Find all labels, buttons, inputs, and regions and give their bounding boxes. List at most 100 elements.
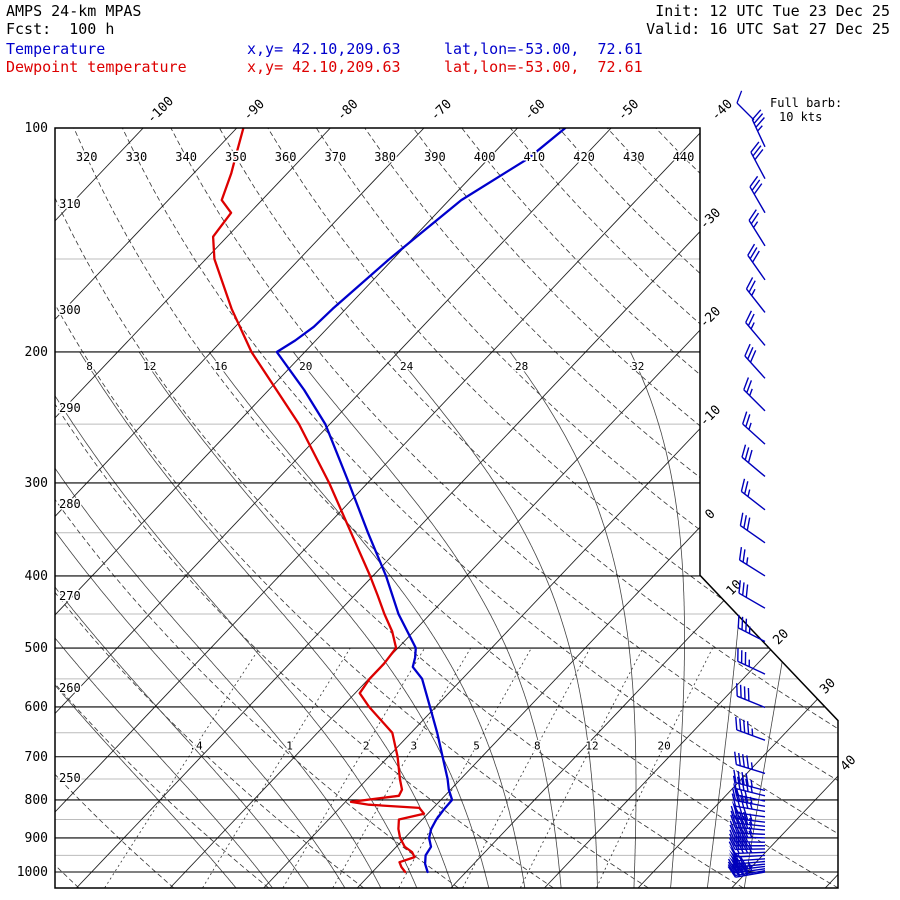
svg-text:-70: -70 bbox=[428, 97, 455, 124]
svg-text:5: 5 bbox=[473, 739, 480, 752]
forecast-hour: Fcst: 100 h bbox=[6, 20, 115, 38]
barb-legend-line1: Full barb: bbox=[770, 96, 842, 110]
wind-barb bbox=[732, 775, 766, 797]
wind-barb bbox=[751, 109, 766, 148]
svg-text:350: 350 bbox=[225, 150, 247, 164]
wind-barb bbox=[727, 859, 766, 874]
svg-text:370: 370 bbox=[325, 150, 347, 164]
wind-barb bbox=[749, 175, 766, 214]
svg-text:-30: -30 bbox=[697, 205, 724, 232]
wind-barb bbox=[739, 512, 766, 544]
wind-barb bbox=[727, 862, 766, 877]
svg-text:700: 700 bbox=[25, 750, 48, 765]
svg-text:900: 900 bbox=[25, 831, 48, 846]
dewpoint-trace bbox=[211, 128, 426, 874]
svg-text:410: 410 bbox=[523, 150, 545, 164]
svg-text:30: 30 bbox=[817, 676, 839, 698]
temperature-trace bbox=[275, 128, 567, 874]
wind-barb bbox=[737, 614, 766, 643]
dewpoint-label: Dewpoint temperature bbox=[6, 58, 187, 76]
wind-barb bbox=[745, 310, 766, 346]
svg-text:-40: -40 bbox=[709, 97, 736, 124]
svg-text:400: 400 bbox=[25, 569, 48, 584]
barb-legend-line2: 10 kts bbox=[779, 110, 822, 124]
wind-barb bbox=[750, 141, 766, 180]
model-title: AMPS 24-km MPAS bbox=[6, 2, 142, 20]
svg-text:800: 800 bbox=[25, 793, 48, 808]
svg-text:20: 20 bbox=[770, 626, 792, 648]
wind-barb bbox=[727, 863, 766, 878]
wind-barb bbox=[728, 849, 766, 862]
wind-barb bbox=[729, 824, 766, 839]
svg-text:340: 340 bbox=[175, 150, 197, 164]
svg-text:16: 16 bbox=[214, 360, 227, 373]
wind-barb bbox=[748, 209, 766, 247]
wind-barb bbox=[729, 829, 766, 843]
wind-barb bbox=[747, 243, 766, 281]
svg-text:-90: -90 bbox=[241, 97, 268, 124]
dewpoint-xy: x,y= 42.10,209.63 bbox=[247, 58, 401, 76]
wind-barb bbox=[738, 547, 766, 577]
temperature-label: Temperature bbox=[6, 40, 106, 58]
svg-text:360: 360 bbox=[275, 150, 297, 164]
svg-text:200: 200 bbox=[25, 345, 48, 360]
valid-time: Valid: 16 UTC Sat 27 Dec 25 bbox=[646, 20, 890, 38]
svg-text:1000: 1000 bbox=[17, 865, 48, 880]
svg-text:12: 12 bbox=[143, 360, 156, 373]
svg-text:20: 20 bbox=[658, 739, 671, 752]
svg-text:300: 300 bbox=[59, 303, 81, 317]
svg-text:500: 500 bbox=[25, 641, 48, 656]
svg-text:330: 330 bbox=[126, 150, 148, 164]
wind-barb bbox=[743, 377, 766, 412]
svg-text:40: 40 bbox=[838, 753, 860, 775]
svg-text:0: 0 bbox=[702, 507, 718, 523]
svg-text:270: 270 bbox=[59, 589, 81, 603]
svg-text:12: 12 bbox=[585, 739, 598, 752]
svg-text:400: 400 bbox=[474, 150, 496, 164]
wind-barb bbox=[737, 648, 766, 675]
svg-text:440: 440 bbox=[673, 150, 695, 164]
svg-text:-50: -50 bbox=[615, 97, 642, 124]
wind-barb bbox=[742, 411, 766, 445]
wind-barb bbox=[734, 751, 766, 775]
wind-barb bbox=[735, 716, 766, 741]
svg-text:.4: .4 bbox=[189, 739, 203, 752]
temperature-latlon: lat,lon=-53.00, 72.61 bbox=[444, 40, 643, 58]
svg-text:380: 380 bbox=[374, 150, 396, 164]
svg-text:-80: -80 bbox=[334, 97, 361, 124]
svg-text:24: 24 bbox=[400, 360, 414, 373]
svg-text:420: 420 bbox=[573, 150, 595, 164]
svg-text:320: 320 bbox=[76, 150, 98, 164]
wind-barb bbox=[738, 580, 766, 609]
svg-text:290: 290 bbox=[59, 401, 81, 415]
svg-text:-20: -20 bbox=[697, 304, 724, 331]
svg-text:300: 300 bbox=[25, 476, 48, 491]
svg-text:3: 3 bbox=[410, 739, 417, 752]
wind-barb bbox=[744, 343, 766, 379]
svg-text:1: 1 bbox=[286, 739, 293, 752]
svg-text:28: 28 bbox=[515, 360, 528, 373]
svg-text:310: 310 bbox=[59, 197, 81, 211]
wind-barb bbox=[736, 90, 755, 121]
svg-text:390: 390 bbox=[424, 150, 446, 164]
temperature-xy: x,y= 42.10,209.63 bbox=[247, 40, 401, 58]
svg-text:8: 8 bbox=[86, 360, 93, 373]
svg-text:2: 2 bbox=[363, 739, 370, 752]
wind-barb bbox=[728, 840, 766, 855]
wind-barb bbox=[741, 444, 766, 477]
wind-barb bbox=[736, 683, 766, 709]
svg-text:100: 100 bbox=[25, 121, 48, 136]
svg-text:32: 32 bbox=[631, 360, 644, 373]
dewpoint-latlon: lat,lon=-53.00, 72.61 bbox=[444, 58, 643, 76]
wind-barb bbox=[731, 793, 766, 813]
svg-text:-100: -100 bbox=[144, 94, 177, 127]
svg-text:8: 8 bbox=[534, 739, 541, 752]
svg-text:260: 260 bbox=[59, 681, 81, 695]
init-time: Init: 12 UTC Tue 23 Dec 25 bbox=[655, 2, 890, 20]
svg-text:-60: -60 bbox=[521, 97, 548, 124]
svg-text:600: 600 bbox=[25, 700, 48, 715]
svg-text:280: 280 bbox=[59, 497, 81, 511]
wind-barb bbox=[740, 478, 766, 511]
